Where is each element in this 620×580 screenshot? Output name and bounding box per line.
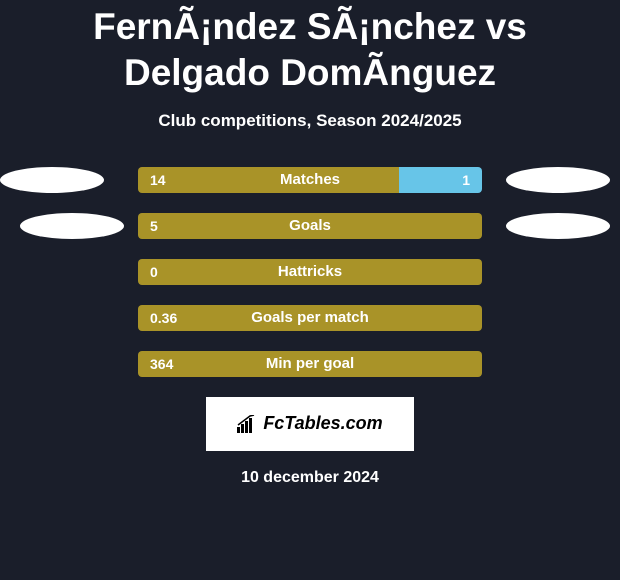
logo-box: FcTables.com	[206, 397, 414, 451]
player-right-oval	[506, 213, 610, 239]
oval-placeholder	[10, 259, 114, 285]
stat-bar: 0Hattricks	[138, 259, 482, 285]
player-left-oval	[0, 167, 104, 193]
bar-label: Goals per match	[138, 305, 482, 331]
page-subtitle: Club competitions, Season 2024/2025	[0, 111, 620, 131]
oval-placeholder	[10, 351, 114, 377]
stat-row: 141Matches	[0, 167, 620, 193]
oval-placeholder	[506, 259, 610, 285]
stat-bar: 141Matches	[138, 167, 482, 193]
date-text: 10 december 2024	[0, 469, 620, 487]
stat-row: 0.36Goals per match	[0, 305, 620, 331]
bar-label: Min per goal	[138, 351, 482, 377]
bar-label: Goals	[138, 213, 482, 239]
bar-label: Matches	[138, 167, 482, 193]
player-right-oval	[506, 167, 610, 193]
bar-label: Hattricks	[138, 259, 482, 285]
logo-text: FcTables.com	[263, 413, 382, 434]
logo-chart-icon	[237, 415, 259, 433]
oval-placeholder	[506, 305, 610, 331]
stat-bar: 5Goals	[138, 213, 482, 239]
oval-placeholder	[506, 351, 610, 377]
page-title: FernÃ¡ndez SÃ¡nchez vs Delgado DomÃ­ngue…	[0, 0, 620, 97]
logo: FcTables.com	[237, 413, 382, 434]
player-left-oval	[20, 213, 124, 239]
stats-rows: 141Matches 5Goals 0Hattricks 0.36Goals per …	[0, 167, 620, 377]
stat-row: 0Hattricks	[0, 259, 620, 285]
stat-bar: 0.36Goals per match	[138, 305, 482, 331]
stat-row: 5Goals	[0, 213, 620, 239]
oval-placeholder	[10, 305, 114, 331]
stat-bar: 364Min per goal	[138, 351, 482, 377]
stat-row: 364Min per goal	[0, 351, 620, 377]
